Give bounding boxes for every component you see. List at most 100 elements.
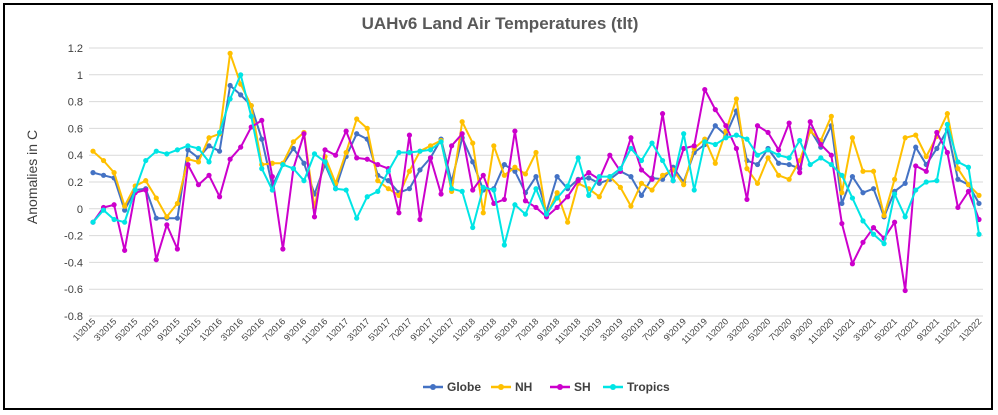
x-tick-label: 3\2018 bbox=[472, 316, 499, 343]
data-point bbox=[512, 128, 518, 134]
data-point bbox=[375, 178, 381, 184]
data-point bbox=[733, 132, 740, 138]
data-point bbox=[554, 204, 560, 211]
data-point bbox=[649, 176, 655, 182]
data-point bbox=[174, 147, 180, 153]
data-point bbox=[206, 159, 212, 165]
data-point bbox=[860, 168, 866, 174]
data-point bbox=[459, 188, 465, 194]
data-point bbox=[311, 151, 318, 157]
data-point bbox=[90, 148, 96, 154]
data-point bbox=[797, 170, 803, 176]
x-tick-label: 1\2017 bbox=[324, 316, 351, 343]
data-point bbox=[775, 160, 782, 166]
y-tick-label: -0.8 bbox=[64, 311, 83, 323]
data-point bbox=[628, 174, 634, 180]
data-point bbox=[902, 180, 908, 186]
data-point bbox=[670, 178, 676, 184]
data-point bbox=[501, 161, 507, 168]
data-point bbox=[828, 113, 834, 119]
data-point bbox=[501, 196, 507, 203]
legend-marker bbox=[610, 384, 616, 390]
data-point bbox=[385, 168, 391, 174]
x-tick-label: 7\2020 bbox=[767, 316, 794, 343]
data-point bbox=[343, 149, 349, 156]
data-point bbox=[153, 215, 159, 221]
data-point bbox=[839, 172, 845, 178]
data-point bbox=[185, 161, 191, 168]
data-point bbox=[238, 144, 244, 150]
data-point bbox=[322, 159, 328, 165]
data-point bbox=[786, 155, 792, 161]
data-point bbox=[100, 207, 107, 213]
data-point bbox=[828, 152, 834, 158]
x-tick-label: 5\2017 bbox=[366, 316, 393, 343]
data-point bbox=[596, 180, 602, 186]
data-point bbox=[132, 187, 138, 193]
data-point bbox=[417, 167, 423, 173]
data-point bbox=[122, 203, 128, 209]
data-point bbox=[449, 143, 455, 149]
data-point bbox=[976, 200, 982, 207]
data-point bbox=[681, 182, 687, 188]
data-point bbox=[470, 224, 476, 231]
data-point bbox=[702, 86, 708, 93]
data-point bbox=[659, 172, 666, 178]
data-point bbox=[849, 174, 856, 180]
data-point bbox=[860, 239, 866, 245]
series-line bbox=[92, 73, 980, 246]
data-point bbox=[185, 156, 191, 162]
x-tick-label: 1\2019 bbox=[577, 316, 604, 343]
data-point bbox=[364, 156, 370, 162]
data-point bbox=[111, 202, 117, 208]
data-point bbox=[459, 131, 465, 137]
data-point bbox=[100, 157, 107, 164]
data-point bbox=[554, 190, 560, 196]
data-point bbox=[143, 157, 149, 164]
y-axis-ticks: -0.8 -0.6 -0.4 -0.2 0 0.2 0.4 0.6 0.8 1 1.2 bbox=[64, 43, 83, 323]
data-point bbox=[870, 224, 877, 231]
data-point bbox=[944, 111, 950, 117]
data-point bbox=[449, 186, 455, 192]
data-point bbox=[206, 143, 212, 149]
x-tick-label: 5\2021 bbox=[872, 316, 899, 343]
data-point bbox=[839, 220, 845, 227]
data-point bbox=[301, 131, 307, 137]
data-point bbox=[354, 215, 360, 221]
data-point bbox=[406, 149, 413, 156]
data-point bbox=[512, 202, 518, 208]
data-point bbox=[744, 136, 750, 142]
data-point bbox=[470, 140, 476, 146]
data-point bbox=[944, 149, 950, 156]
x-tick-label: 7\2018 bbox=[514, 316, 541, 343]
data-point bbox=[934, 145, 940, 152]
data-point bbox=[533, 174, 539, 180]
data-point bbox=[259, 136, 265, 142]
data-point bbox=[860, 218, 866, 224]
data-point bbox=[818, 155, 824, 161]
x-tick-label: 7\2015 bbox=[134, 316, 161, 343]
data-point bbox=[754, 161, 761, 168]
data-point bbox=[881, 212, 887, 219]
x-tick-label: 3\2019 bbox=[598, 316, 625, 343]
data-point bbox=[659, 157, 666, 164]
data-point bbox=[733, 96, 740, 102]
data-point bbox=[565, 183, 571, 189]
data-point bbox=[227, 50, 233, 56]
data-point bbox=[754, 152, 761, 158]
data-point bbox=[122, 219, 128, 225]
data-point bbox=[90, 170, 96, 176]
x-axis-ticks: 1\20153\20155\20157\20159\201511\20151\2… bbox=[71, 316, 984, 346]
data-point bbox=[649, 140, 655, 146]
data-point bbox=[459, 119, 465, 125]
data-point bbox=[153, 148, 159, 154]
data-point bbox=[248, 103, 254, 109]
data-point bbox=[364, 194, 370, 200]
y-tick-label: -0.6 bbox=[64, 284, 83, 296]
data-point bbox=[280, 246, 286, 252]
x-tick-label: 5\2018 bbox=[493, 316, 520, 343]
data-point bbox=[343, 128, 349, 134]
data-point bbox=[733, 145, 740, 152]
data-point bbox=[164, 214, 170, 220]
y-tick-label: 1 bbox=[77, 70, 83, 82]
